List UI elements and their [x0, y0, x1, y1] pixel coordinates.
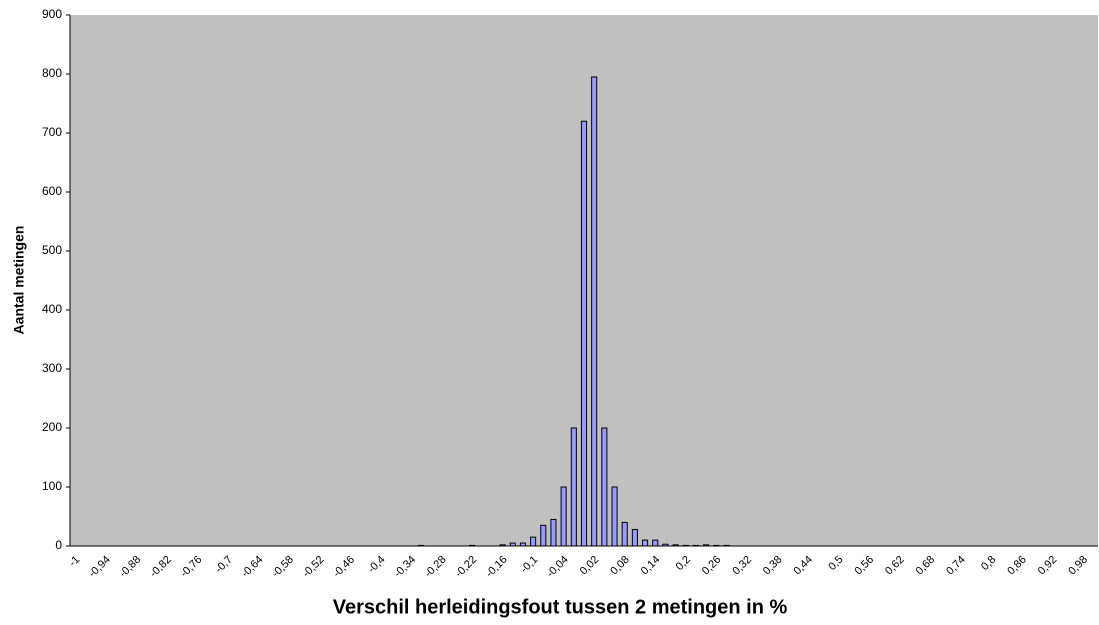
x-tick-label: -0,04: [545, 554, 571, 580]
x-tick-label: -0,76: [178, 554, 204, 580]
x-tick-label: 0,02: [578, 554, 602, 578]
x-tick-label: -0,52: [300, 554, 326, 580]
y-tick-label: 100: [42, 479, 62, 493]
x-tick-label: -1: [67, 554, 82, 569]
x-tick-label: 0,8: [979, 554, 998, 573]
y-tick-label: 400: [42, 302, 62, 316]
bar: [642, 539, 649, 547]
x-tick-label: 0,56: [853, 554, 877, 578]
x-tick-label: -0,1: [518, 554, 540, 576]
x-tick-label: -0,16: [484, 554, 510, 580]
y-tick-label: 0: [55, 538, 62, 552]
x-tick-label: -0,64: [239, 554, 265, 580]
x-tick-label: -0,58: [270, 554, 296, 580]
x-tick-label: 0,62: [883, 554, 907, 578]
x-tick-label: -0,82: [148, 554, 174, 580]
y-tick-label: 800: [42, 66, 62, 80]
x-tick-label: 0,2: [674, 554, 693, 573]
bar: [580, 120, 588, 547]
x-tick-label: -0,4: [366, 554, 388, 576]
bar: [611, 486, 618, 547]
x-tick-label: 0,08: [608, 554, 632, 578]
x-tick-label: -0,7: [213, 554, 235, 576]
x-tick-label: 0,32: [730, 554, 754, 578]
x-tick-label: 0,44: [791, 554, 815, 578]
bar: [530, 536, 537, 547]
bar: [652, 539, 659, 547]
bar: [560, 486, 567, 547]
x-tick-label: -0,22: [453, 554, 479, 580]
bar: [591, 76, 598, 547]
bar: [621, 521, 628, 547]
bar: [570, 427, 577, 547]
x-tick-label: 0,92: [1036, 554, 1060, 578]
bar: [601, 427, 608, 547]
bar: [631, 528, 638, 547]
x-tick-label: -0,28: [422, 554, 448, 580]
y-tick-label: 500: [42, 243, 62, 257]
x-tick-label: 0,86: [1005, 554, 1029, 578]
y-tick-label: 700: [42, 125, 62, 139]
x-tick-label: 0,14: [639, 554, 663, 578]
y-tick-label: 300: [42, 361, 62, 375]
x-axis-title: Verschil herleidingsfout tussen 2 meting…: [333, 596, 788, 618]
bar: [550, 518, 557, 547]
y-tick-label: 600: [42, 184, 62, 198]
bar: [540, 524, 547, 547]
x-tick-label: 0,68: [914, 554, 938, 578]
x-tick-label: 0,74: [944, 554, 968, 578]
x-tick-label: 0,5: [826, 554, 845, 573]
y-tick-label: 200: [42, 420, 62, 434]
x-tick-label: -0,34: [392, 554, 418, 580]
y-tick-label: 900: [42, 7, 62, 21]
x-tick-label: 0,26: [700, 554, 724, 578]
y-axis-title: Aantal metingen: [11, 226, 27, 335]
x-tick-label: -0,46: [331, 554, 357, 580]
x-tick-label: 0,38: [761, 554, 785, 578]
x-tick-label: -0,88: [117, 554, 143, 580]
x-tick-label: -0,94: [87, 554, 113, 580]
x-tick-label: 0,98: [1066, 554, 1090, 578]
